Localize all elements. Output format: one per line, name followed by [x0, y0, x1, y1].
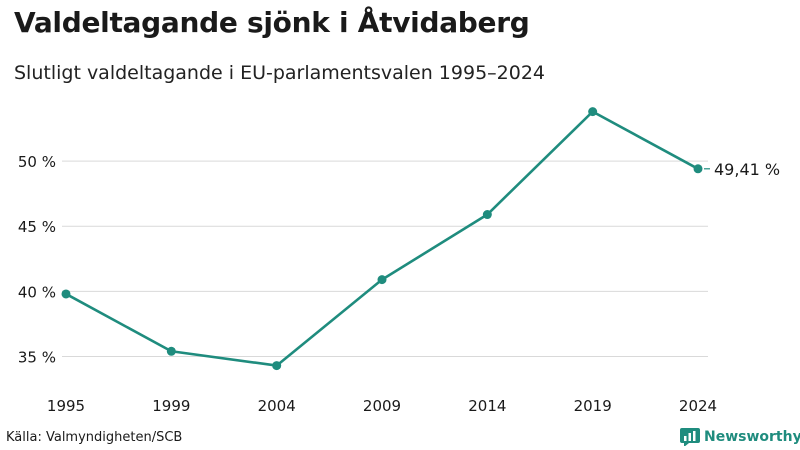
brand-name: Newsworthy	[704, 429, 800, 445]
data-point-2024[interactable]	[693, 164, 703, 174]
end-value-label: 49,41 %	[714, 160, 780, 179]
x-tick-label: 2014	[468, 397, 506, 415]
x-tick-label: 2009	[363, 397, 401, 415]
x-tick-label: 2004	[258, 397, 296, 415]
x-tick-label: 1995	[47, 397, 85, 415]
y-tick-label: 45 %	[18, 218, 56, 236]
data-point-2019[interactable]	[588, 107, 598, 117]
y-tick-label: 40 %	[18, 283, 56, 301]
chart-subtitle: Slutligt valdeltagande i EU-parlamentsva…	[14, 62, 546, 84]
source-note: Källa: Valmyndigheten/SCB	[6, 430, 183, 445]
brand-logo: Newsworthy	[680, 428, 800, 446]
x-axis-labels: 1995 1999 2004 2009 2014 2019 2024	[47, 397, 717, 415]
x-tick-label: 2024	[679, 397, 717, 415]
newsworthy-icon	[680, 428, 700, 446]
x-tick-label: 1999	[152, 397, 190, 415]
series-line	[65, 110, 699, 367]
data-point-2014[interactable]	[482, 210, 492, 220]
x-tick-label: 2019	[574, 397, 612, 415]
data-point-1999[interactable]	[166, 346, 176, 356]
chart-title: Valdeltagande sjönk i Åtvidaberg	[14, 6, 530, 39]
y-axis-labels: 35 % 40 % 45 % 50 %	[18, 153, 56, 366]
y-tick-label: 50 %	[18, 153, 56, 171]
data-point-1995[interactable]	[61, 289, 71, 299]
data-point-2004[interactable]	[272, 361, 282, 371]
data-point-2009[interactable]	[377, 275, 387, 285]
data-series	[61, 107, 703, 371]
annotations: 49,41 %	[704, 160, 780, 179]
y-tick-label: 35 %	[18, 348, 56, 366]
grid-lines	[62, 160, 708, 357]
